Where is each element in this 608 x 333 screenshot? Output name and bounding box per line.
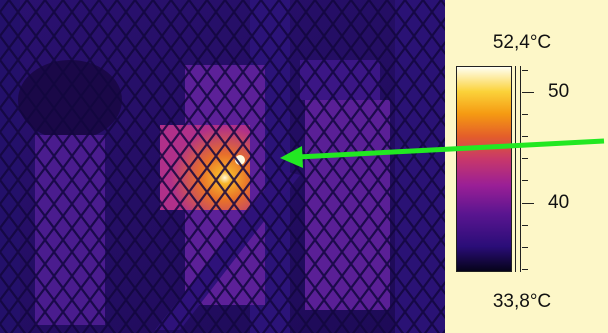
tick-40 [522,203,534,204]
max-temperature-label: 52,4°C [492,32,552,53]
color-scale-bar [456,66,512,272]
scale-ticks [515,66,535,272]
tick-50 [522,92,534,93]
scale-label-50: 50 [548,81,570,102]
scale-label-40: 40 [548,192,570,213]
thermal-image [0,0,445,333]
thermal-scene-icon [0,0,445,333]
min-temperature-label: 33,8°C [492,291,552,312]
